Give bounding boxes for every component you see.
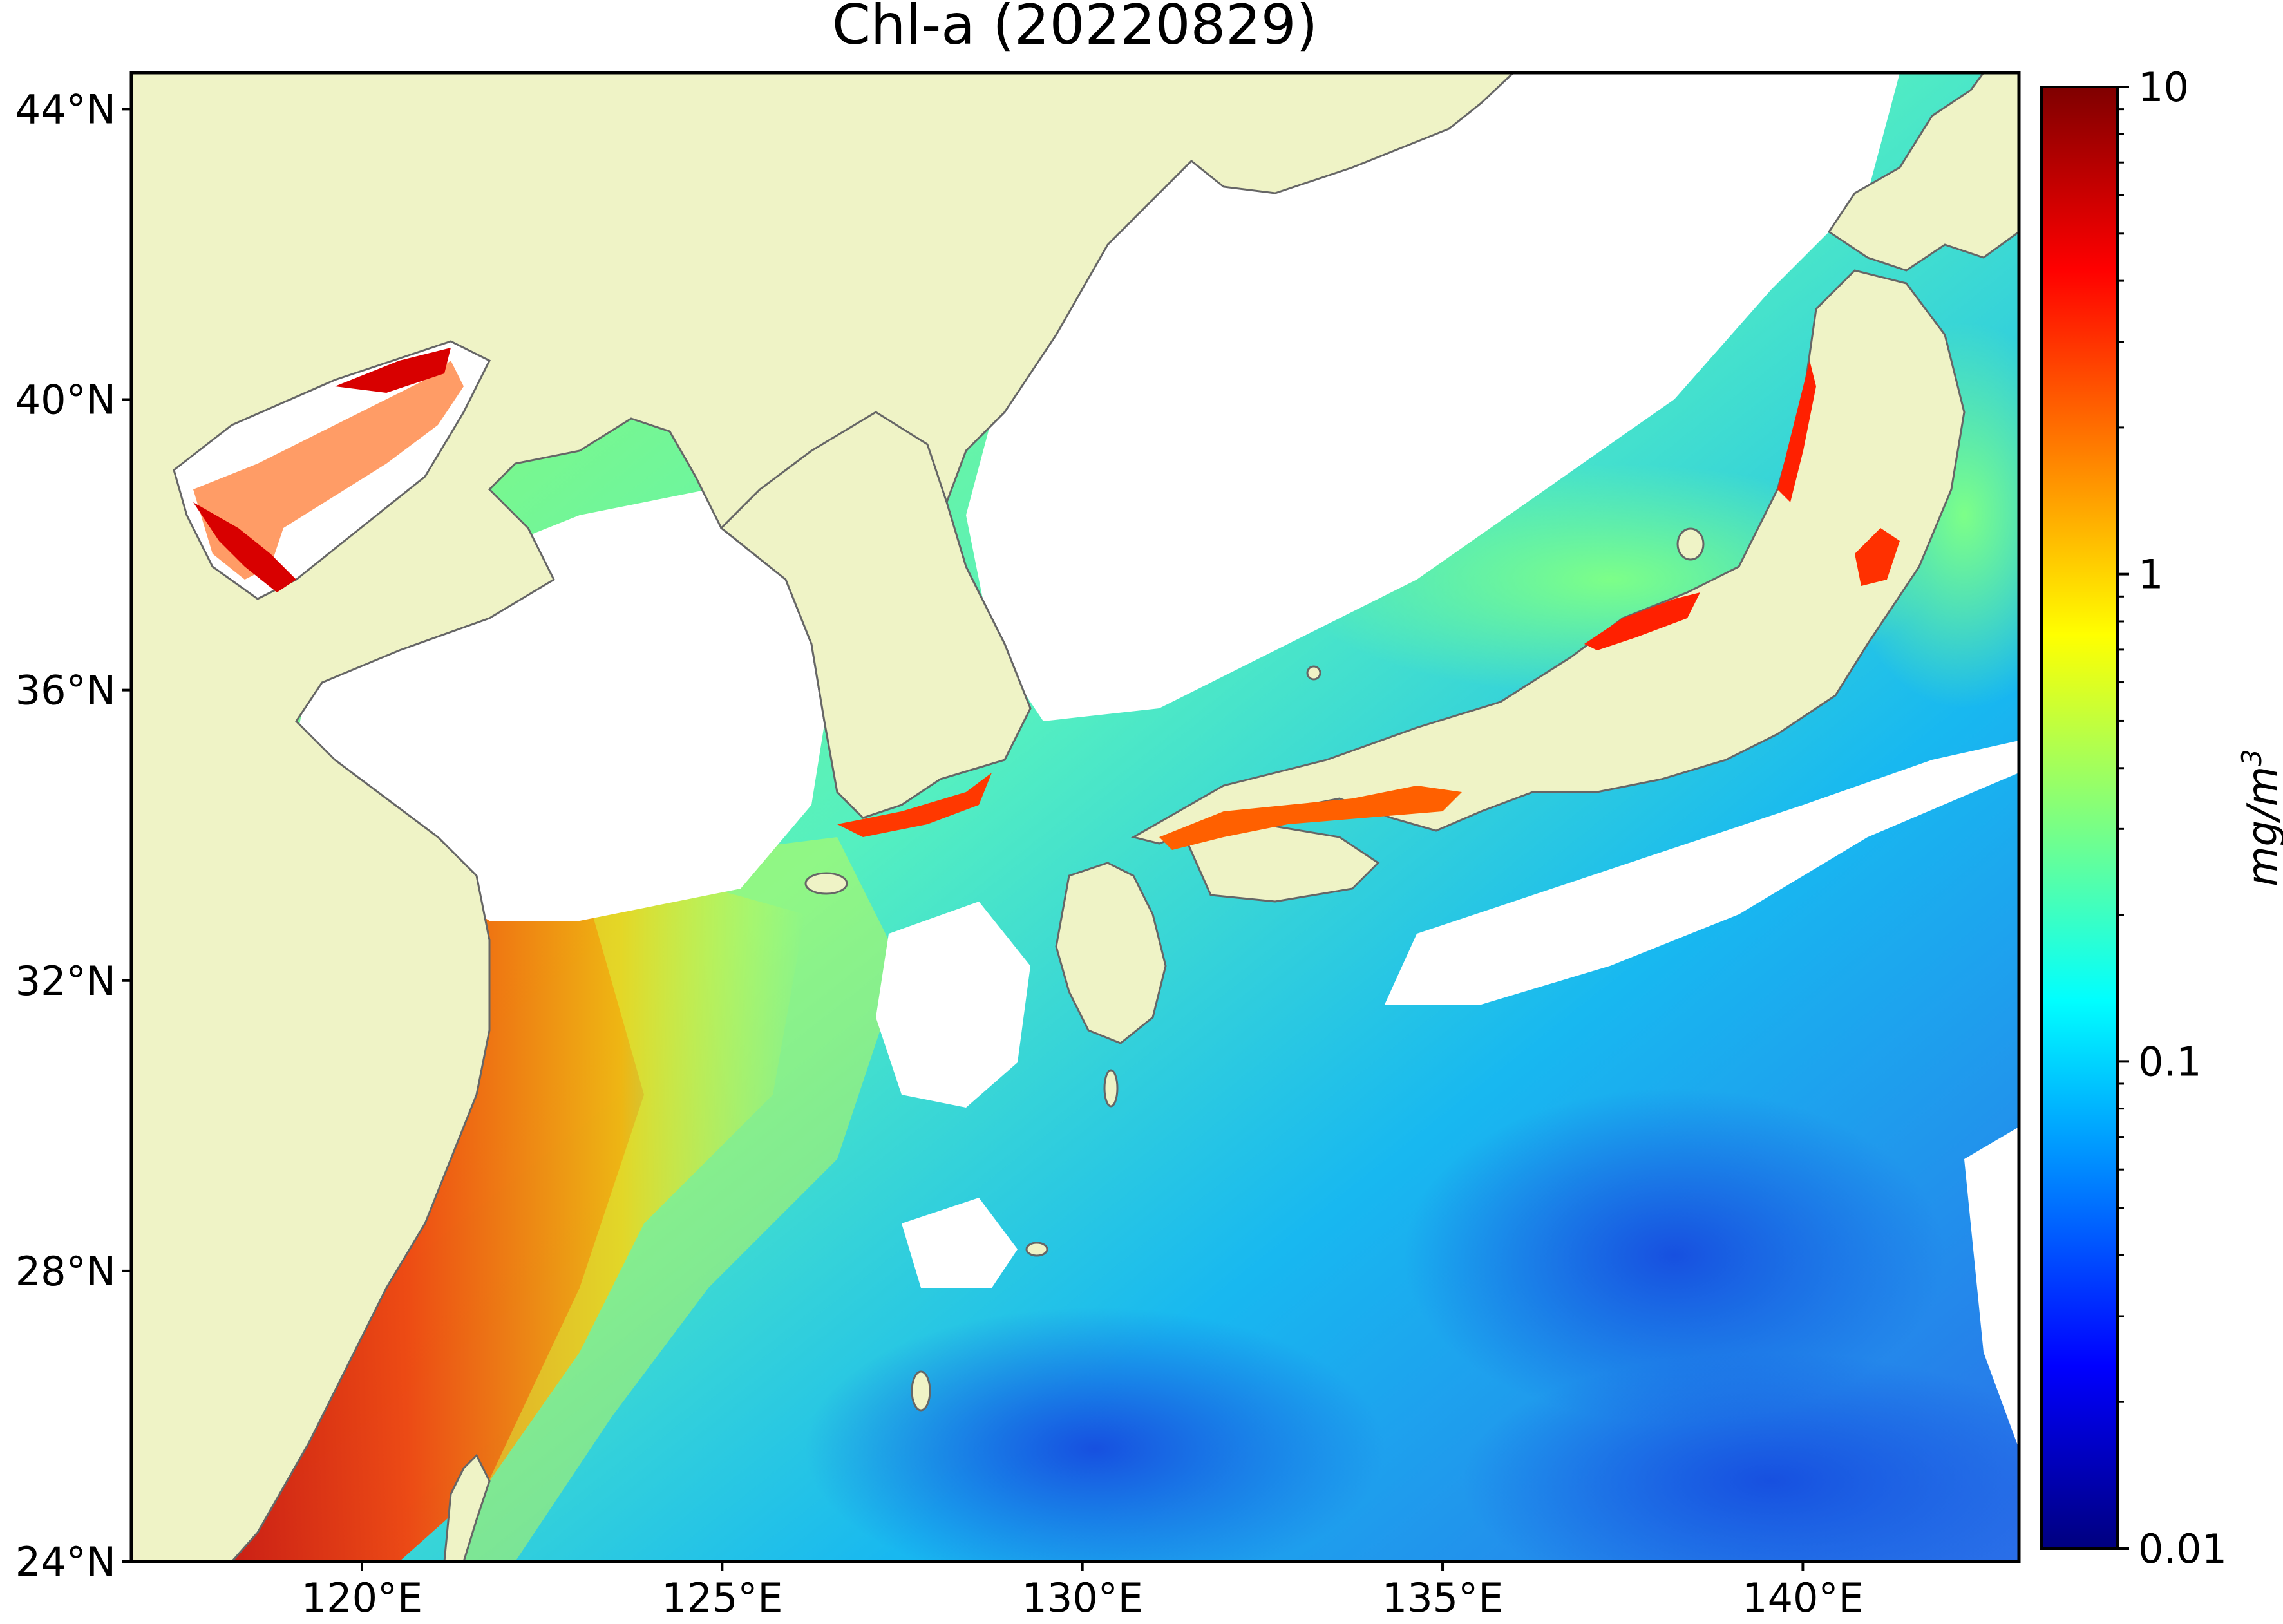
latitude-axis: 44°N 40°N 36°N 32°N 28°N 24°N <box>15 86 131 1585</box>
low-chl-area-east <box>1404 1088 1945 1423</box>
colorbar-tick-label: 10 <box>2138 64 2189 111</box>
land-mainland-asia <box>131 73 1515 1562</box>
lon-tick-label: 140°E <box>1742 1574 1864 1621</box>
lon-tick-label: 130°E <box>1021 1574 1143 1621</box>
high-chl-tokyo-bay <box>1855 528 1900 586</box>
lat-tick-label: 24°N <box>15 1538 116 1585</box>
land-amami <box>1025 1242 1048 1257</box>
colorbar-label-exponent: 3 <box>2236 749 2268 766</box>
land-hokkaido <box>1827 73 2019 272</box>
high-chl-seto-inland-sea <box>1159 786 1462 850</box>
land-tanegashima <box>1103 1069 1119 1108</box>
longitude-axis: 120°E 125°E 130°E 135°E 140°E <box>301 1562 1864 1621</box>
colorbar-ticks: 10 1 0.1 0.01 <box>2117 64 2227 1572</box>
cloud-east-edge <box>1964 1127 2019 1449</box>
land-jeju <box>804 872 848 895</box>
high-chl-korea-south-coast <box>837 773 992 837</box>
map-title: Chl-a (20220829) <box>832 0 1318 57</box>
colorbar: 10 1 0.1 0.01 mg/m3 <box>2040 64 2283 1572</box>
bohai-red-coast <box>193 348 451 592</box>
map-frame <box>129 71 2021 1563</box>
cloud-ryukyu <box>902 1198 1018 1288</box>
cloud-pacific-south-of-japan <box>1385 741 2019 1005</box>
land-taiwan <box>443 1453 491 1562</box>
lat-tick-label: 40°N <box>15 377 116 424</box>
low-chl-area-south <box>805 1307 1385 1562</box>
land-okinawa <box>911 1370 931 1412</box>
high-chl-china-coast <box>193 869 805 1562</box>
land-sado <box>1676 527 1705 561</box>
cloud-north-sea-of-japan <box>966 73 1900 721</box>
high-chl-japan-sea-coast <box>1584 361 1816 650</box>
bohai-chl-fill <box>193 361 464 580</box>
colorbar-label: mg/m3 <box>2236 749 2283 887</box>
lon-tick-label: 135°E <box>1382 1574 1504 1621</box>
yellow-chl-east-china-sea <box>451 837 902 1562</box>
cloud-south-korea-strait <box>876 902 1030 1108</box>
colorbar-tick-label: 1 <box>2138 551 2163 598</box>
colorbar-label-unit: mg/m <box>2239 766 2283 887</box>
land-oki <box>1306 665 1321 681</box>
lat-tick-label: 36°N <box>15 667 116 714</box>
lon-tick-label: 120°E <box>301 1574 423 1621</box>
lat-tick-label: 28°N <box>15 1248 116 1295</box>
land-kyushu <box>1055 862 1167 1044</box>
land-korean-peninsula <box>719 411 1032 819</box>
map-panel <box>131 73 2019 1562</box>
lat-tick-label: 32°N <box>15 958 116 1005</box>
colorbar-tick-label: 0.01 <box>2138 1525 2227 1572</box>
colorbar-gradient <box>2041 87 2117 1549</box>
colorbar-frame <box>2040 86 2119 1550</box>
lat-tick-label: 44°N <box>15 86 116 133</box>
colorbar-tick-label: 0.1 <box>2138 1038 2202 1085</box>
lon-tick-label: 125°E <box>661 1574 783 1621</box>
